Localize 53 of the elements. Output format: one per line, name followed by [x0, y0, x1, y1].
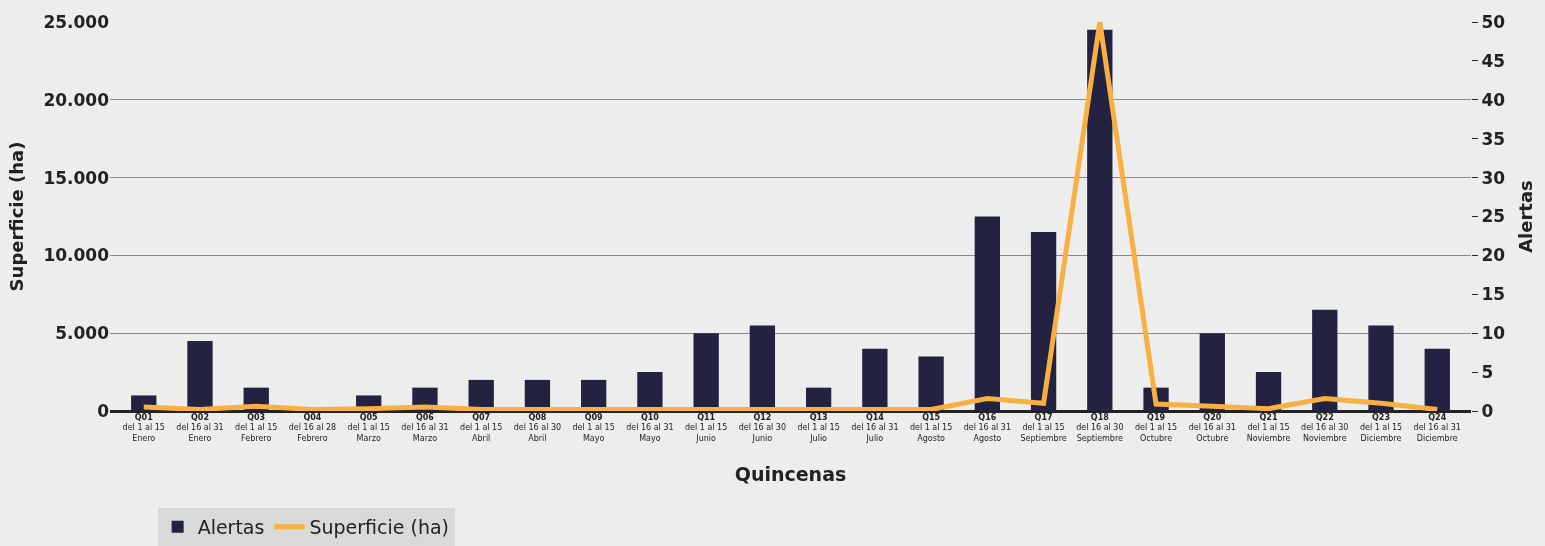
x-tick-label: Q05 del 1 al 15 Marzo — [347, 413, 390, 443]
x-tick-label: Q19 del 1 al 15 Octubre — [1134, 413, 1178, 443]
y2-tick-label: 45 — [1481, 50, 1506, 71]
bar — [1312, 309, 1338, 411]
y-tick-label: 0 — [97, 400, 110, 421]
x-tick-label: Q03 del 1 al 15 Febrero — [235, 413, 278, 443]
y-tick-label: 15.000 — [43, 167, 110, 188]
x-tick-label: Q10 del 16 al 31 Mayo — [626, 413, 674, 443]
x-tick-label: Q02 del 16 al 31 Enero — [176, 413, 224, 443]
x-tick-label: Q23 del 1 al 15 Diciembre — [1359, 413, 1403, 443]
x-tick-label: Q04 del 16 al 28 Febrero — [288, 413, 337, 443]
y2-tick-label: 40 — [1481, 89, 1506, 110]
x-tick-label: Q12 del 16 al 30 Junio — [738, 413, 787, 443]
bar — [1368, 325, 1394, 411]
x-tick-label: Q07 del 1 al 15 Abril — [460, 413, 503, 443]
y2-tick-label: 25 — [1481, 206, 1506, 227]
legend-label: Alertas — [197, 516, 265, 539]
x-tick-label: Q14 del 16 al 31 Julio — [851, 413, 899, 443]
y2-tick-label: 5 — [1481, 362, 1494, 383]
y-tick-label: 10.000 — [43, 245, 110, 266]
y2-tick-label: 20 — [1481, 245, 1506, 266]
x-tick-label: Q18 del 16 al 30 Septiembre — [1076, 413, 1124, 443]
legend-label: Superficie (ha) — [309, 516, 450, 539]
y2-tick-label: 10 — [1481, 323, 1506, 344]
x-tick-label: Q17 del 1 al 15 Septiembre — [1020, 413, 1067, 443]
x-tick-label: Q16 del 16 al 31 Agosto — [963, 413, 1012, 443]
x-tick-label: Q11 del 1 al 15 Junio — [685, 413, 728, 443]
x-tick-label: Q20 del 16 al 31 Octubre — [1188, 413, 1236, 443]
y2-tick-label: 15 — [1481, 284, 1506, 305]
x-tick-label: Q09 del 1 al 15 Mayo — [572, 413, 615, 443]
x-tick-label: Q13 del 1 al 15 Julio — [797, 413, 840, 443]
y2-axis-title: Alertas — [1515, 180, 1537, 253]
y-tick-label: 25.000 — [43, 11, 110, 32]
bar — [918, 356, 944, 411]
y2-tick-label: 50 — [1481, 11, 1506, 32]
x-tick-label: Q24 del 16 al 31 Diciembre — [1413, 413, 1461, 443]
x-tick-label: Q15 del 1 al 15 Agosto — [909, 413, 953, 443]
x-tick-label: Q08 del 16 al 30 Abril — [513, 413, 562, 443]
x-tick-label: Q06 del 16 al 31 Marzo — [401, 413, 449, 443]
y2-tick-label: 30 — [1481, 167, 1506, 188]
x-axis-title: Quincenas — [734, 462, 847, 485]
bar — [1199, 333, 1225, 411]
bar — [974, 216, 1000, 411]
y-tick-label: 5.000 — [55, 323, 110, 344]
bar — [1087, 29, 1113, 411]
bar — [1424, 348, 1450, 411]
x-tick-label: Q01 del 1 al 15 Enero — [122, 413, 165, 443]
y2-tick-label: 35 — [1481, 128, 1506, 149]
y2-tick-label: 0 — [1481, 400, 1494, 421]
y-tick-label: 20.000 — [43, 89, 110, 110]
y-axis-title: Superficie (ha) — [5, 141, 27, 292]
x-tick-label: Q21 del 1 al 15 Noviembre — [1246, 413, 1291, 443]
x-tick-label: Q22 del 16 al 30 Noviembre — [1301, 413, 1349, 443]
